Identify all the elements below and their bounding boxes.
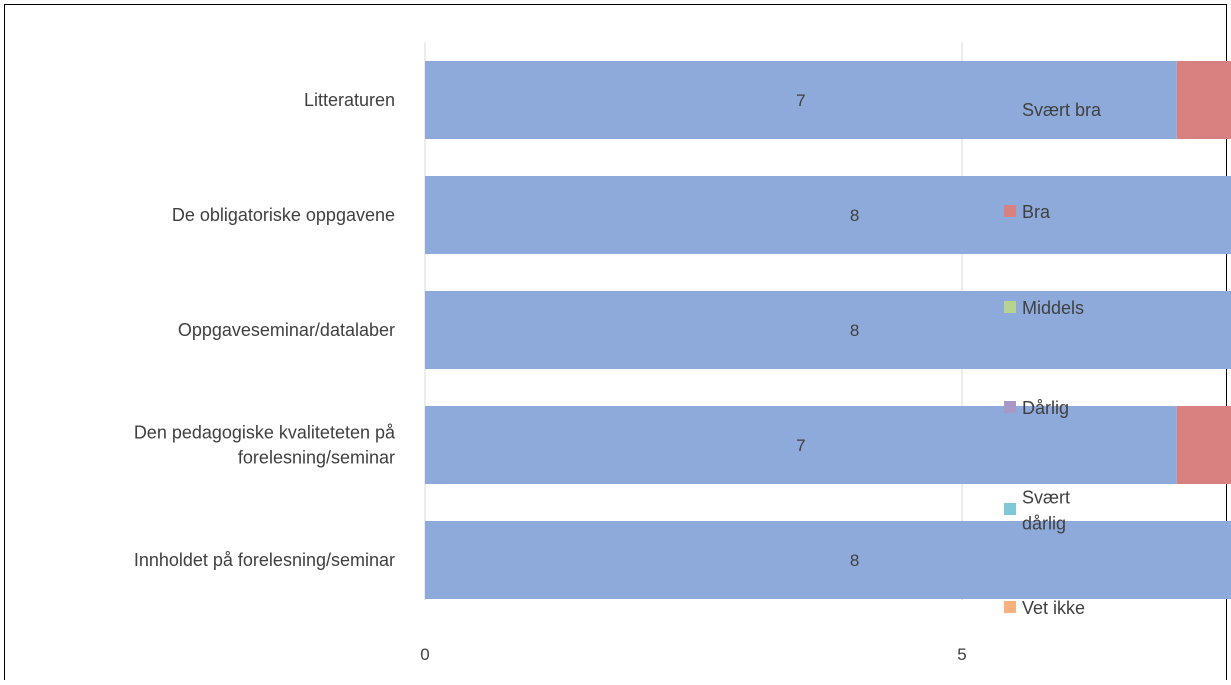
legend: Svært bra Bra Middels Dårlig Svært dårlig Vet …	[1004, 100, 1102, 618]
category-labels: Litteraturen De obligatoriske oppgavene Op…	[134, 90, 396, 570]
category-label: Oppgaveseminar/datalaber	[178, 320, 395, 340]
data-label: 7	[796, 91, 805, 110]
legend-swatch	[1004, 401, 1016, 413]
bar-segment	[425, 176, 1231, 254]
category-label: De obligatoriske oppgavene	[172, 205, 395, 225]
legend-swatch	[1004, 205, 1016, 217]
legend-swatch	[1004, 301, 1016, 313]
category-label: forelesning/seminar	[238, 448, 395, 468]
legend-swatch	[1004, 601, 1016, 613]
bar-segment	[425, 521, 1231, 599]
x-tick-label: 5	[957, 645, 966, 664]
data-label: 7	[796, 436, 805, 455]
legend-swatch	[1004, 103, 1016, 115]
data-label: 8	[850, 551, 859, 570]
bars: 76811886181121171068132	[425, 61, 1231, 599]
category-label: Litteraturen	[304, 90, 395, 110]
legend-label: Svært	[1022, 488, 1070, 508]
legend-label: Svært bra	[1022, 100, 1102, 120]
category-label: Innholdet på forelesning/seminar	[134, 550, 395, 570]
category-label: Den pedagogiske kvaliteteten på	[134, 423, 396, 443]
legend-label: Dårlig	[1022, 398, 1069, 418]
legend-swatch	[1004, 503, 1016, 515]
bar-segment	[425, 61, 1177, 139]
legend-label: Vet ikke	[1022, 598, 1085, 618]
legend-label: Middels	[1022, 298, 1084, 318]
legend-label: Bra	[1022, 202, 1051, 222]
bar-segment	[1176, 406, 1231, 484]
data-label: 8	[850, 321, 859, 340]
legend-label: dårlig	[1022, 514, 1066, 534]
bar-segment	[425, 291, 1231, 369]
x-tick-labels: 0510152025	[420, 645, 966, 664]
x-tick-label: 0	[420, 645, 429, 664]
data-label: 8	[850, 206, 859, 225]
bar-segment	[425, 406, 1177, 484]
bar-segment	[1176, 61, 1231, 139]
